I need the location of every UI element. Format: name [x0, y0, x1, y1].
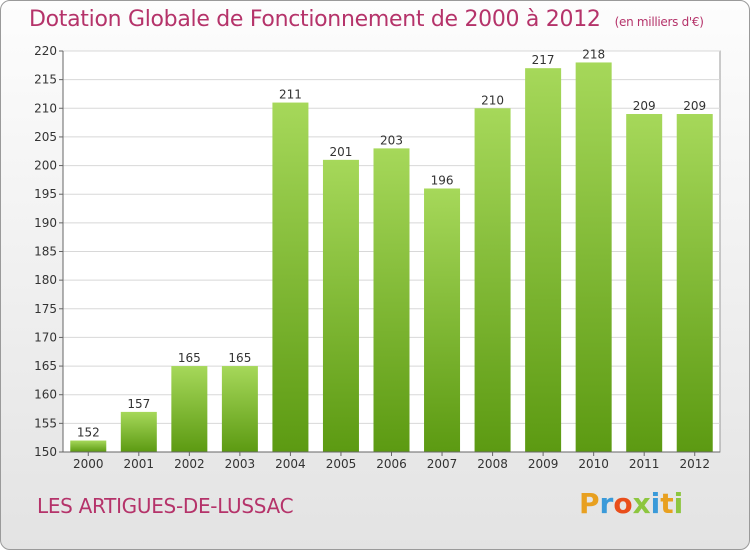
data-label: 218 — [582, 47, 605, 61]
bar — [676, 114, 713, 452]
x-tick-label: 2001 — [124, 457, 155, 471]
y-tick-label: 175 — [34, 302, 57, 316]
logo-letter: P — [579, 487, 600, 520]
data-label: 217 — [532, 53, 555, 67]
data-label: 152 — [77, 426, 100, 440]
x-tick-label: 2000 — [73, 457, 104, 471]
x-tick-label: 2012 — [679, 457, 710, 471]
bar — [322, 159, 359, 453]
data-label: 201 — [330, 145, 353, 159]
bar — [626, 114, 663, 452]
x-tick-label: 2011 — [629, 457, 660, 471]
x-tick-label: 2007 — [427, 457, 458, 471]
y-tick-label: 155 — [34, 416, 57, 430]
bar — [525, 68, 562, 452]
y-tick-label: 150 — [34, 445, 57, 459]
y-tick-label: 165 — [34, 359, 57, 373]
y-tick-label: 170 — [34, 330, 57, 344]
bar — [373, 148, 410, 452]
x-tick-label: 2010 — [578, 457, 609, 471]
y-tick-label: 185 — [34, 245, 57, 259]
data-label: 157 — [127, 397, 150, 411]
bar — [424, 188, 461, 452]
x-tick-label: 2006 — [376, 457, 407, 471]
logo-letter: x — [632, 487, 651, 520]
proxiti-logo: Proxiti — [579, 487, 683, 520]
y-tick-label: 160 — [34, 388, 57, 402]
y-tick-label: 200 — [34, 159, 57, 173]
data-label: 209 — [683, 99, 706, 113]
x-tick-label: 2009 — [528, 457, 559, 471]
data-label: 165 — [178, 351, 201, 365]
x-tick-label: 2002 — [174, 457, 205, 471]
data-label: 196 — [431, 173, 454, 187]
data-label: 210 — [481, 93, 504, 107]
x-tick-label: 2003 — [225, 457, 256, 471]
commune-name: LES ARTIGUES-DE-LUSSAC — [37, 494, 294, 518]
bar — [221, 366, 258, 452]
y-tick-label: 190 — [34, 216, 57, 230]
data-label: 209 — [633, 99, 656, 113]
y-tick-label: 205 — [34, 130, 57, 144]
y-tick-label: 210 — [34, 101, 57, 115]
y-tick-label: 215 — [34, 73, 57, 87]
logo-letter: i — [673, 487, 684, 520]
y-tick-label: 180 — [34, 273, 57, 287]
y-tick-label: 195 — [34, 187, 57, 201]
chart-units: (en milliers d'€) — [614, 15, 704, 29]
data-label: 211 — [279, 88, 302, 102]
y-tick-label: 220 — [34, 44, 57, 58]
logo-letter: o — [613, 487, 633, 520]
data-label: 165 — [228, 351, 251, 365]
x-tick-label: 2008 — [477, 457, 508, 471]
x-tick-label: 2004 — [275, 457, 306, 471]
data-label: 203 — [380, 133, 403, 147]
logo-letter: t — [660, 487, 674, 520]
bar — [171, 366, 208, 452]
bar — [70, 440, 107, 452]
bar — [272, 102, 309, 453]
chart-title-text: Dotation Globale de Fonctionnement de 20… — [29, 7, 601, 32]
x-tick-label: 2005 — [326, 457, 357, 471]
chart-title: Dotation Globale de Fonctionnement de 20… — [29, 7, 704, 32]
logo-letter: i — [650, 487, 661, 520]
bar — [474, 108, 511, 453]
bar — [120, 411, 157, 452]
bar — [575, 62, 612, 452]
logo-letter: r — [599, 487, 614, 520]
